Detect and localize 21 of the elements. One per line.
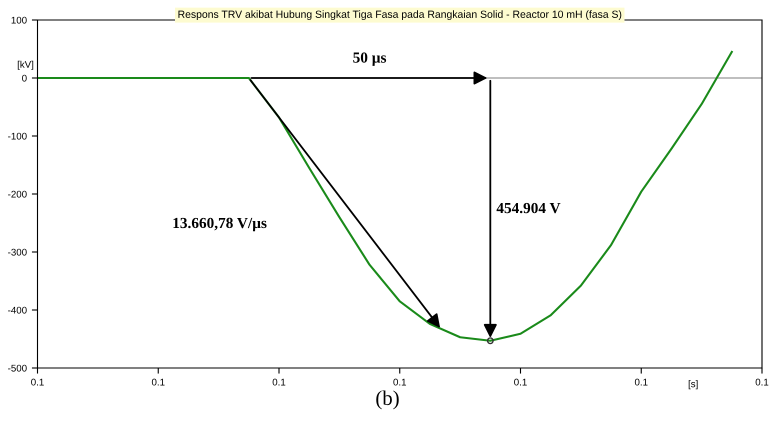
x-tick-label: 0.1 bbox=[393, 378, 406, 386]
x-axis-title: [s] bbox=[688, 380, 698, 390]
chart-title: Respons TRV akibat Hubung Singkat Tiga Fasa pada Rangkaian Solid - Reactor 10 mH (fasa S) bbox=[178, 10, 622, 20]
x-tick-label: 0.1 bbox=[756, 378, 768, 386]
annotation: 13.660,78 V/µs bbox=[173, 218, 267, 232]
x-tick-label: 0.1 bbox=[272, 378, 286, 386]
y-tick-label: -400 bbox=[8, 306, 27, 314]
y-tick-label: -200 bbox=[8, 190, 27, 198]
x-tick-label: 0.1 bbox=[31, 378, 44, 386]
y-axis-title: [kV] bbox=[18, 60, 34, 70]
annotation: 50 µs bbox=[353, 52, 386, 66]
y-tick-label: 0 bbox=[22, 74, 27, 82]
x-tick-label: 0.1 bbox=[152, 378, 165, 386]
y-tick-label: 100 bbox=[12, 16, 27, 24]
x-tick-label: 0.1 bbox=[514, 378, 527, 386]
y-tick-label: -300 bbox=[8, 248, 27, 256]
x-tick-label: 0.1 bbox=[634, 378, 648, 386]
y-tick-label: -500 bbox=[8, 364, 27, 372]
annotation: 454.904 V bbox=[496, 202, 560, 214]
text: (b) bbox=[376, 390, 399, 410]
y-tick-label: -100 bbox=[8, 132, 27, 140]
